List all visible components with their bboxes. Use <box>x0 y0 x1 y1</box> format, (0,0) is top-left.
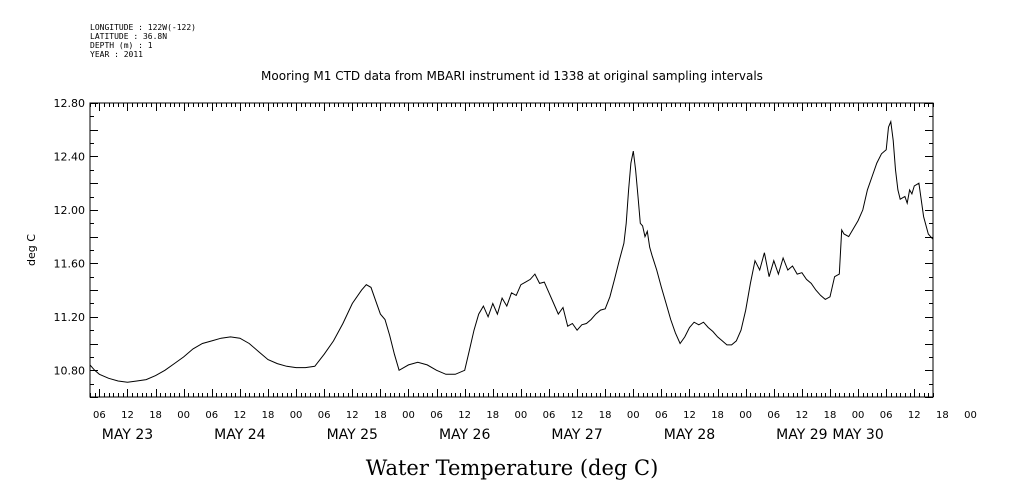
x-hour-label: 00 <box>739 410 752 421</box>
x-day-label: MAY 27 <box>551 427 602 443</box>
x-hour-label: 18 <box>599 410 612 421</box>
x-day-label: MAY 28 <box>664 427 715 443</box>
x-hour-label: 12 <box>683 410 696 421</box>
y-axis-label: deg C <box>25 234 38 266</box>
x-day-label: MAY 25 <box>327 427 378 443</box>
x-hour-label: 06 <box>767 410 780 421</box>
x-hour-labels: 06 12 18 00 06 12 18 00 06 12 18 00 06 12 18 00 06 12 18 00… <box>93 410 977 421</box>
x-hour-label: 00 <box>177 410 190 421</box>
x-hour-label: 18 <box>374 410 387 421</box>
x-hour-label: 06 <box>318 410 331 421</box>
x-hour-label: 00 <box>290 410 303 421</box>
x-hour-label: 00 <box>627 410 640 421</box>
x-hour-label: 00 <box>852 410 865 421</box>
chart-title: Mooring M1 CTD data from MBARI instrumen… <box>261 69 763 83</box>
x-hour-label: 12 <box>795 410 808 421</box>
y-tick-label: 12.40 <box>54 150 86 163</box>
x-hour-label: 06 <box>205 410 218 421</box>
x-hour-label: 18 <box>711 410 724 421</box>
x-day-label: MAY 29 <box>776 427 827 443</box>
x-axis-label: Water Temperature (deg C) <box>366 456 659 480</box>
y-tick-label: 11.60 <box>54 257 86 270</box>
x-hour-label: 00 <box>964 410 977 421</box>
x-hour-label: 12 <box>233 410 246 421</box>
axis-ticks <box>90 103 934 398</box>
x-hour-label: 18 <box>824 410 837 421</box>
x-hour-label: 12 <box>346 410 359 421</box>
x-hour-label: 12 <box>571 410 584 421</box>
header-depth: DEPTH (m) : 1 <box>90 41 153 50</box>
header-latitude: LATITUDE : 36.8N <box>90 32 167 41</box>
x-day-label: MAY 23 <box>102 427 153 443</box>
x-hour-label: 18 <box>936 410 949 421</box>
plot-frame <box>89 102 934 398</box>
series-line <box>89 119 934 383</box>
x-hour-label: 18 <box>149 410 162 421</box>
x-day-label: MAY 24 <box>214 427 265 443</box>
x-day-label: MAY 30 <box>832 427 883 443</box>
x-hour-label: 18 <box>262 410 275 421</box>
header-year: YEAR : 2011 <box>90 50 143 59</box>
x-hour-label: 00 <box>402 410 415 421</box>
header-longitude: LONGITUDE : 122W(-122) <box>90 23 196 32</box>
y-tick-label: 12.00 <box>54 204 86 217</box>
x-hour-label: 06 <box>655 410 668 421</box>
x-hour-label: 06 <box>880 410 893 421</box>
x-hour-label: 06 <box>93 410 106 421</box>
x-hour-label: 18 <box>486 410 499 421</box>
x-hour-label: 12 <box>908 410 921 421</box>
y-tick-labels: 10.80 11.20 11.60 12.00 12.40 12.80 <box>54 97 86 377</box>
x-hour-label: 06 <box>430 410 443 421</box>
x-hour-label: 12 <box>121 410 134 421</box>
y-tick-label: 12.80 <box>54 97 86 110</box>
x-hour-label: 12 <box>458 410 471 421</box>
y-tick-label: 11.20 <box>54 311 86 324</box>
x-day-labels: MAY 23 MAY 24 MAY 25 MAY 26 MAY 27 MAY 28 MAY … <box>102 427 884 443</box>
y-tick-label: 10.80 <box>54 364 86 377</box>
x-day-label: MAY 26 <box>439 427 490 443</box>
x-hour-label: 00 <box>514 410 527 421</box>
x-hour-label: 06 <box>543 410 556 421</box>
tick-marks <box>90 103 934 398</box>
